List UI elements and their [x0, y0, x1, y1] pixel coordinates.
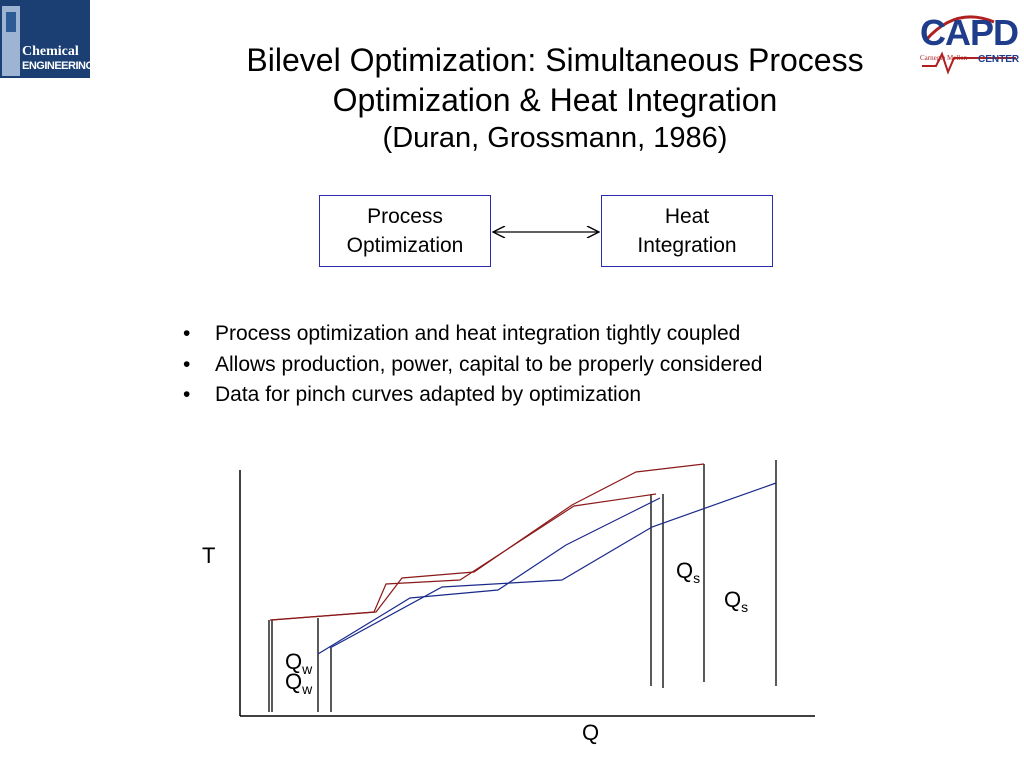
capd-swoosh-icon [922, 15, 1016, 75]
hot-composite-curve-1 [269, 463, 705, 621]
bullet-list: Process optimization and heat integratio… [183, 319, 762, 411]
title-citation: (Duran, Grossmann, 1986) [382, 122, 728, 154]
logo-left-line1: Chemical [22, 44, 79, 59]
title-line-1: Bilevel Optimization: Simultaneous Proce… [246, 42, 864, 78]
cold-composite-curve-1 [317, 497, 661, 655]
center-text: CENTER [978, 54, 1020, 65]
carnegie-mellon-text: Carnegie Mellon [920, 54, 968, 62]
logo-left-line2: ENGINEERING [22, 60, 90, 72]
qw-label-1: Qw [285, 649, 313, 677]
process-optimization-label: Process Optimization [346, 205, 464, 257]
hot-composite-curve-2 [271, 493, 657, 621]
q-axis-label: Q [582, 720, 599, 745]
bullet-item: Process optimization and heat integratio… [183, 319, 762, 350]
bullet-item: Data for pinch curves adapted by optimiz… [183, 380, 762, 411]
heat-integration-box: Heat Integration [601, 195, 773, 267]
process-optimization-box: Process Optimization [319, 195, 491, 267]
tower-icon [2, 6, 20, 76]
chemical-engineering-logo: Chemical ENGINEERING [0, 0, 90, 78]
boundary-lines [268, 460, 777, 712]
t-axis-label: T [202, 543, 215, 568]
heat-integration-label: Heat Integration [637, 205, 737, 257]
title-line-2: Optimization & Heat Integration [332, 82, 778, 118]
capd-center-logo: CAPD Carnegie Mellon CENTER [916, 6, 1022, 76]
capd-text: CAPD [920, 12, 1019, 53]
qs-label-2: Qs [724, 587, 748, 615]
cold-composite-curve-2 [329, 482, 777, 649]
bullet-item: Allows production, power, capital to be … [183, 350, 762, 381]
qw-label-2: Qw [285, 669, 313, 697]
slide-title: Bilevel Optimization: Simultaneous Proce… [150, 40, 960, 156]
qs-label-1: Qs [676, 558, 700, 586]
